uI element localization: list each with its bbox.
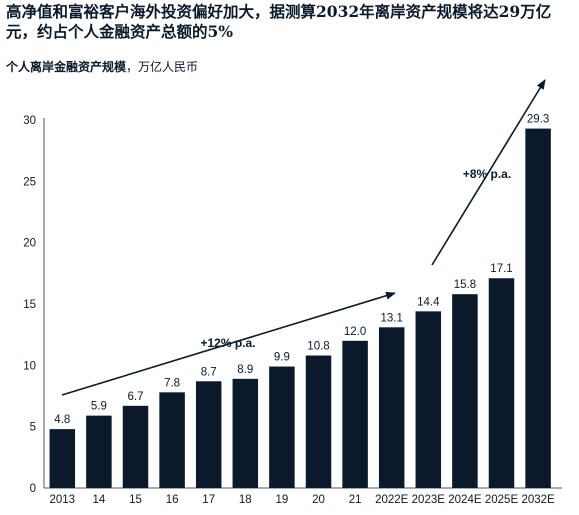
bar [49, 429, 76, 488]
x-tick-label: 2024E [448, 494, 482, 506]
bar [305, 355, 332, 488]
y-tick-label: 10 [23, 360, 36, 372]
y-tick-label: 0 [30, 483, 36, 495]
x-tick-label: 19 [276, 494, 289, 506]
bar-value-label: 13.1 [381, 312, 403, 324]
bar [488, 278, 515, 488]
y-tick-label: 25 [23, 176, 36, 188]
y-tick-label: 30 [23, 115, 36, 127]
bar [232, 378, 259, 488]
bar-value-label: 14.4 [417, 296, 440, 308]
bar [269, 366, 295, 488]
bar-value-label: 4.8 [54, 414, 70, 426]
growth-arrow-2023-2032 [431, 79, 546, 266]
chart-subtitle: 个人离岸金融资产规模，万亿人民币 [6, 58, 198, 75]
cagr-label-8pct: +8% p.a. [463, 167, 511, 181]
x-tick-label: 2032E [521, 494, 555, 506]
x-tick-label: 18 [239, 494, 252, 506]
x-tick-label: 2013 [50, 494, 76, 506]
bar [378, 327, 405, 488]
bar-value-label: 12.0 [344, 326, 366, 338]
x-tick-label: 14 [93, 494, 106, 506]
bar-value-label: 17.1 [490, 263, 512, 275]
bar-value-label: 9.9 [274, 352, 290, 364]
bar-value-label: 29.3 [527, 114, 549, 126]
subtitle-main: 个人离岸金融资产规模 [6, 60, 127, 74]
x-tick-label: 15 [129, 494, 142, 506]
x-tick-label: 2023E [412, 494, 446, 506]
y-tick-label: 20 [23, 238, 36, 250]
cagr-label-12pct: +12% p.a. [200, 336, 255, 350]
bar [525, 128, 551, 488]
bar-value-label: 15.8 [454, 279, 476, 291]
x-tick-label: 2025E [485, 494, 519, 506]
bar [452, 294, 478, 488]
bar [122, 405, 149, 488]
bar-value-label: 6.7 [128, 391, 144, 403]
bar-value-label: 8.9 [237, 364, 253, 376]
x-tick-label: 16 [166, 494, 179, 506]
bar [415, 311, 442, 488]
x-tick-label: 2022E [375, 494, 409, 506]
bar-value-label: 10.8 [307, 341, 329, 353]
x-tick-label: 21 [349, 494, 362, 506]
y-tick-label: 15 [23, 299, 36, 311]
y-tick-label: 5 [30, 422, 36, 434]
bar-value-label: 5.9 [91, 401, 107, 413]
subtitle-unit: ，万亿人民币 [126, 60, 199, 74]
growth-arrow-2013-2022 [61, 291, 396, 396]
bar [86, 415, 112, 488]
x-tick-label: 20 [312, 494, 325, 506]
bar [342, 340, 368, 488]
x-tick-label: 17 [202, 494, 215, 506]
bar-value-label: 7.8 [164, 377, 180, 389]
bar [195, 381, 222, 488]
bar-value-label: 8.7 [201, 366, 217, 378]
page-title: 高净值和富裕客户海外投资偏好加大，据测算2032年离岸资产规模将达29万亿元，约… [6, 2, 552, 41]
bar [159, 392, 185, 488]
